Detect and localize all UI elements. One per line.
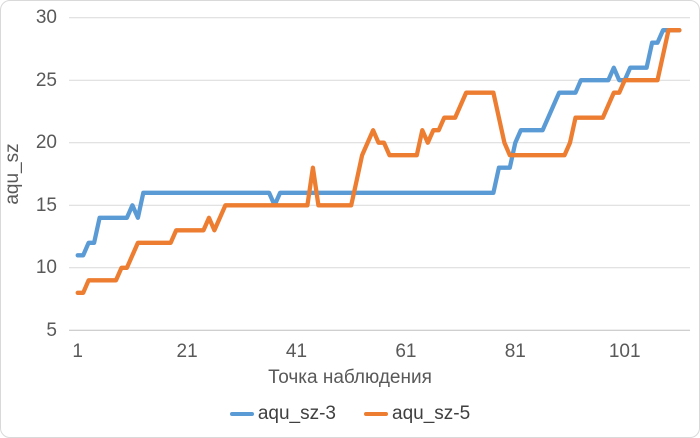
legend-swatch-icon xyxy=(364,411,388,417)
y-tick-label-15: 15 xyxy=(35,194,57,216)
legend-label: aqu_sz-5 xyxy=(392,403,471,424)
y-tick-label-25: 25 xyxy=(35,69,57,91)
series-lines xyxy=(75,28,682,295)
x-tick-label-61: 61 xyxy=(395,341,417,362)
x-tick-label-21: 21 xyxy=(176,341,198,362)
legend-item-aqu_sz-5[interactable]: aqu_sz-5 xyxy=(364,403,470,425)
x-axis-title: Точка наблюдения xyxy=(268,367,432,388)
legend-label: aqu_sz-3 xyxy=(257,403,336,424)
legend-swatch-icon xyxy=(229,411,254,417)
y-tick-label-5: 5 xyxy=(46,319,57,341)
line-series-aqu_sz-3[interactable] xyxy=(75,28,682,258)
line-series-aqu_sz-5[interactable] xyxy=(75,28,682,295)
y-axis-title: aqu_sz xyxy=(2,143,23,205)
x-tick-label-1: 1 xyxy=(72,341,83,362)
y-tick-label-30: 30 xyxy=(35,7,57,29)
y-tick-label-20: 20 xyxy=(35,132,57,154)
gridlines xyxy=(69,17,690,331)
x-tick-label-81: 81 xyxy=(504,341,526,362)
x-tick-label-41: 41 xyxy=(285,341,308,362)
legend-item-aqu_sz-3[interactable]: aqu_sz-3 xyxy=(229,403,336,425)
x-tick-label-101: 101 xyxy=(608,341,641,362)
legend: aqu_sz-3 aqu_sz-5 xyxy=(1,403,699,425)
y-tick-label-10: 10 xyxy=(35,257,57,279)
